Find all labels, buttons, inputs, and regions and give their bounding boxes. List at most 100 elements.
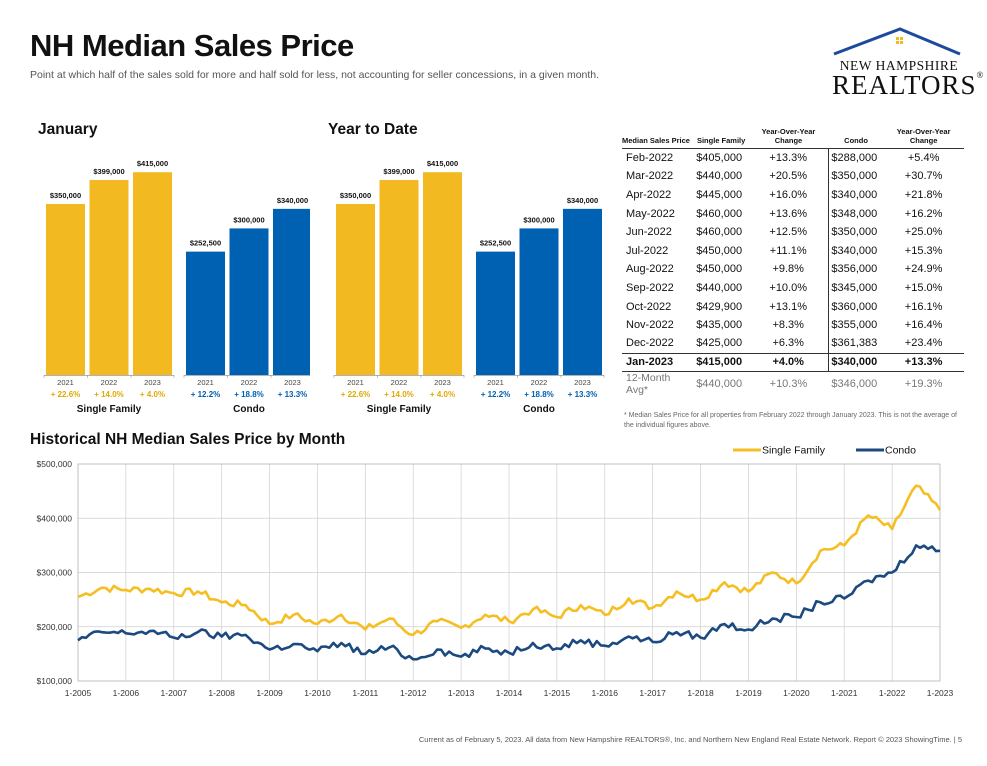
jan-change-0-0: + 22.6%: [51, 390, 81, 399]
table-cell: Oct-2022: [626, 300, 672, 313]
jan-bar-label-0-2: $415,000: [137, 159, 168, 168]
table-cell: $346,000: [831, 378, 878, 391]
x-tick-label: 1-2019: [735, 688, 762, 698]
table-cell: $440,000: [696, 281, 743, 294]
col-header-sf-change: Year-Over-Year Change: [748, 127, 829, 149]
ytd-bar-1-0: [476, 251, 515, 375]
ytd-bar-label-1-1: $300,000: [523, 215, 554, 224]
table-cell: $360,000: [831, 300, 878, 313]
jan-group-label-1: Condo: [233, 404, 265, 415]
table-cell: $340,000: [828, 352, 884, 373]
col-header-condo-change: Year-Over-Year Change: [883, 127, 964, 149]
table-cell: Feb-2022: [626, 152, 674, 165]
x-tick-label: 1-2016: [592, 688, 619, 698]
table-cell: $356,000: [831, 263, 878, 276]
historical-chart-title: Historical NH Median Sales Price by Mont…: [30, 431, 346, 448]
table-row: May-2022 $460,000 +13.6% $348,000 +16.2%: [622, 204, 964, 223]
jan-change-1-2: + 13.3%: [278, 390, 308, 399]
ytd-bar-label-1-0: $252,500: [480, 239, 511, 248]
x-tick-label: 1-2010: [304, 688, 331, 698]
y-tick-label: $500,000: [37, 459, 73, 469]
jan-year-tick-1-1: 2022: [241, 378, 258, 387]
table-cell: $350,000: [831, 170, 878, 183]
table-row: Oct-2022 $429,900 +13.1% $360,000 +16.1%: [622, 297, 964, 316]
jan-bar-label-1-1: $300,000: [233, 215, 264, 224]
table-cell: $415,000: [694, 352, 749, 373]
table-cell: $445,000: [696, 188, 743, 201]
table-cell: $361,383: [831, 337, 878, 350]
jan-change-0-1: + 14.0%: [94, 390, 124, 399]
monthly-stats-table: Median Sales Price Single Family Year-Ov…: [622, 127, 964, 396]
ytd-group-label-0: Single Family: [367, 404, 432, 415]
jan-year-tick-1-0: 2021: [197, 378, 214, 387]
historical-line-chart: $100,000 $200,000 $300,000 $400,000 $500,000…: [37, 445, 954, 699]
new-hampshire-realtors-logo: NEW HAMPSHIRE REALTORS®: [828, 24, 983, 100]
table-cell: $429,900: [696, 300, 743, 313]
table-summary-row: 12-Month Avg* $440,000 +10.3% $346,000 +19.3…: [622, 372, 964, 397]
x-tick-label: 1-2018: [687, 688, 714, 698]
table-cell: Aug-2022: [626, 263, 674, 276]
ytd-group-label-1: Condo: [523, 404, 555, 415]
table-cell: $355,000: [831, 319, 878, 332]
jan-bar-label-1-2: $340,000: [277, 196, 308, 205]
table-cell: $435,000: [696, 319, 743, 332]
x-tick-label: 1-2007: [161, 688, 188, 698]
x-tick-label: 1-2008: [208, 688, 235, 698]
january-bar-chart: $350,000 2021 + 22.6% $399,000 2022 + 14.0% $4…: [43, 159, 310, 415]
y-tick-label: $100,000: [37, 676, 73, 686]
x-tick-label: 1-2022: [879, 688, 906, 698]
table-cell: +19.3%: [904, 378, 943, 391]
table-row: Jul-2022 $450,000 +11.1% $340,000 +15.3%: [622, 241, 964, 261]
ytd-bar-0-2: [423, 172, 462, 375]
table-cell: +4.0%: [748, 352, 830, 373]
ytd-year-tick-1-0: 2021: [487, 378, 504, 387]
y-tick-label: $200,000: [37, 622, 73, 632]
jan-year-tick-0-0: 2021: [57, 378, 74, 387]
x-tick-label: 1-2011: [352, 688, 378, 698]
jan-bar-1-2: [273, 208, 310, 375]
table-cell: $440,000: [696, 170, 743, 183]
legend-label-1: Condo: [885, 445, 916, 457]
jan-bar-label-0-1: $399,000: [93, 167, 124, 176]
ytd-year-tick-0-2: 2023: [434, 378, 451, 387]
table-cell: $460,000: [696, 207, 743, 220]
table-cell: +16.0%: [748, 185, 830, 205]
table-row: Apr-2022 $445,000 +16.0% $340,000 +21.8%: [622, 185, 964, 205]
table-cell: +6.3%: [748, 334, 830, 354]
table-cell: +11.1%: [748, 241, 830, 261]
table-cell: +16.2%: [904, 207, 943, 220]
table-cell: +15.3%: [904, 244, 943, 257]
table-cell: +12.5%: [748, 222, 830, 242]
x-tick-label: 1-2012: [400, 688, 427, 698]
col-header-single-family: Single Family: [694, 127, 749, 149]
jan-bar-0-1: [89, 180, 129, 375]
table-cell: +21.8%: [904, 188, 943, 201]
ytd-change-0-0: + 22.6%: [341, 390, 371, 399]
page-subtitle: Point at which half of the sales sold fo…: [30, 69, 600, 81]
table-cell: +13.3%: [883, 352, 964, 373]
ytd-bar-1-2: [563, 208, 602, 375]
logo-line1: NEW HAMPSHIRE: [839, 58, 959, 73]
table-cell: Jul-2022: [626, 244, 669, 257]
table-cell: May-2022: [626, 207, 675, 220]
jan-bar-1-0: [186, 251, 225, 375]
ytd-bar-0-0: [336, 203, 375, 375]
x-tick-label: 1-2017: [639, 688, 666, 698]
x-tick-label: 1-2020: [783, 688, 810, 698]
table-cell: $450,000: [696, 263, 743, 276]
jan-year-tick-0-1: 2022: [101, 378, 118, 387]
jan-bar-label-1-0: $252,500: [190, 239, 221, 248]
table-cell: $345,000: [831, 281, 878, 294]
jan-bar-0-0: [46, 203, 85, 375]
col-header-median: Median Sales Price: [622, 127, 695, 149]
ytd-chart-title: Year to Date: [328, 121, 418, 138]
table-row: Dec-2022 $425,000 +6.3% $361,383 +23.4%: [622, 334, 964, 354]
y-tick-label: $300,000: [37, 568, 73, 578]
table-cell: Mar-2022: [626, 170, 674, 183]
y-tick-label: $400,000: [37, 513, 73, 523]
table-cell: +8.3%: [748, 315, 830, 335]
ytd-change-0-2: + 4.0%: [430, 390, 455, 399]
x-tick-label: 1-2005: [65, 688, 92, 698]
table-cell: 12-Month Avg*: [626, 372, 671, 397]
table-cell: +13.1%: [748, 297, 830, 316]
